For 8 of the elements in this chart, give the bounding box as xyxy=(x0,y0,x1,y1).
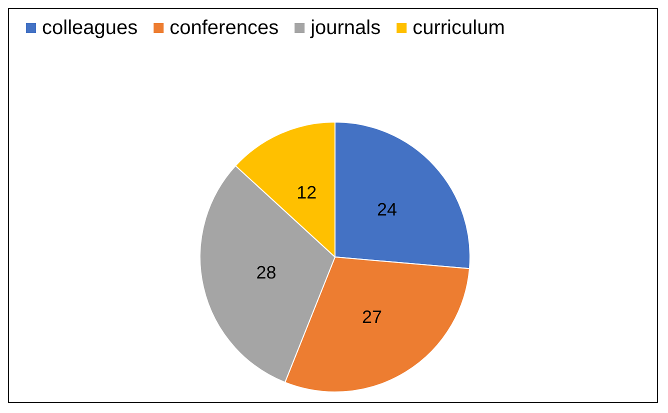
legend-label: colleagues xyxy=(42,17,138,39)
legend-label: curriculum xyxy=(412,17,505,39)
data-label: 12 xyxy=(296,182,317,202)
data-label: 28 xyxy=(256,262,276,283)
legend-label: journals xyxy=(310,17,381,39)
data-label: 24 xyxy=(376,199,397,220)
legend-label: conferences xyxy=(170,17,279,39)
data-label: 27 xyxy=(362,307,382,328)
